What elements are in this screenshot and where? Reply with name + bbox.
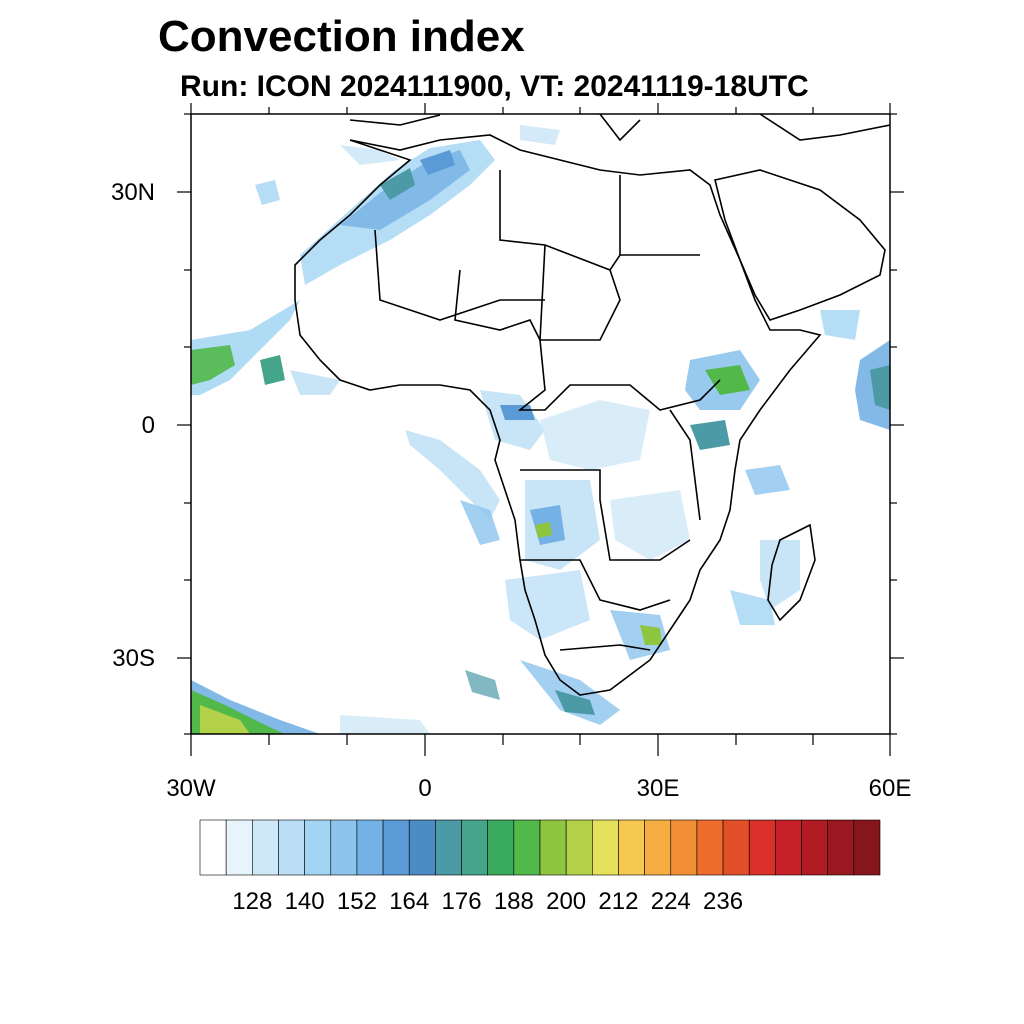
colorbar-tick-label: 200 bbox=[546, 888, 587, 915]
colorbar-swatch bbox=[408, 819, 436, 876]
colorbar-swatch bbox=[539, 819, 567, 876]
lat-label-30s: 30S bbox=[112, 645, 155, 672]
colorbar-swatch bbox=[225, 819, 253, 876]
colorbar-swatch bbox=[670, 819, 698, 876]
colorbar-swatch bbox=[592, 819, 619, 876]
colorbar-tick-label: 176 bbox=[441, 888, 482, 915]
colorbar-swatch bbox=[853, 819, 881, 876]
colorbar-swatch bbox=[565, 819, 593, 876]
lon-label-0: 0 bbox=[418, 775, 432, 802]
colorbar-swatch bbox=[461, 819, 488, 876]
colorbar-tick-label: 164 bbox=[389, 888, 430, 915]
colorbar-tick-label: 140 bbox=[284, 888, 325, 915]
colorbar-swatch bbox=[487, 819, 515, 876]
convection-field bbox=[191, 125, 890, 734]
colorbar-tick-label: 212 bbox=[598, 888, 639, 915]
colorbar-tick-label: 224 bbox=[650, 888, 691, 915]
coastlines bbox=[294, 114, 890, 696]
colorbar-swatch bbox=[330, 819, 358, 876]
lon-label-30e: 30E bbox=[636, 775, 680, 802]
colorbar-tick-label: 236 bbox=[703, 888, 744, 915]
lat-label-30n: 30N bbox=[110, 179, 155, 206]
colorbar-tick-label: 152 bbox=[336, 888, 377, 915]
colorbar-swatch bbox=[199, 819, 227, 876]
colorbar-swatch bbox=[435, 819, 462, 876]
ticks bbox=[177, 103, 904, 756]
colorbar-swatch bbox=[801, 819, 828, 876]
colorbar-swatch bbox=[382, 819, 410, 876]
colorbar-swatch bbox=[252, 819, 279, 876]
colorbar-swatch bbox=[644, 819, 672, 876]
colorbar-swatch bbox=[356, 819, 384, 876]
chart-title: Convection index bbox=[158, 12, 525, 61]
colorbar-tick-label: 128 bbox=[232, 888, 273, 915]
lon-label-30w: 30W bbox=[166, 775, 216, 802]
colorbar-swatch bbox=[722, 819, 750, 876]
colorbar-swatch bbox=[827, 819, 855, 876]
colorbar-swatch bbox=[278, 819, 305, 876]
colorbar-tick-label: 188 bbox=[493, 888, 534, 915]
colorbar-swatch bbox=[304, 819, 332, 876]
chart-subtitle: Run: ICON 2024111900, VT: 20241119-18UTC bbox=[180, 70, 809, 103]
map-frame bbox=[190, 113, 891, 735]
colorbar-swatch bbox=[618, 819, 645, 876]
colorbar-swatch bbox=[696, 819, 724, 876]
colorbar-swatch bbox=[748, 819, 776, 876]
colorbar-swatch bbox=[775, 819, 802, 876]
lon-label-60e: 60E bbox=[868, 775, 912, 802]
colorbar-swatch bbox=[513, 819, 541, 876]
lat-label-0: 0 bbox=[141, 412, 155, 439]
